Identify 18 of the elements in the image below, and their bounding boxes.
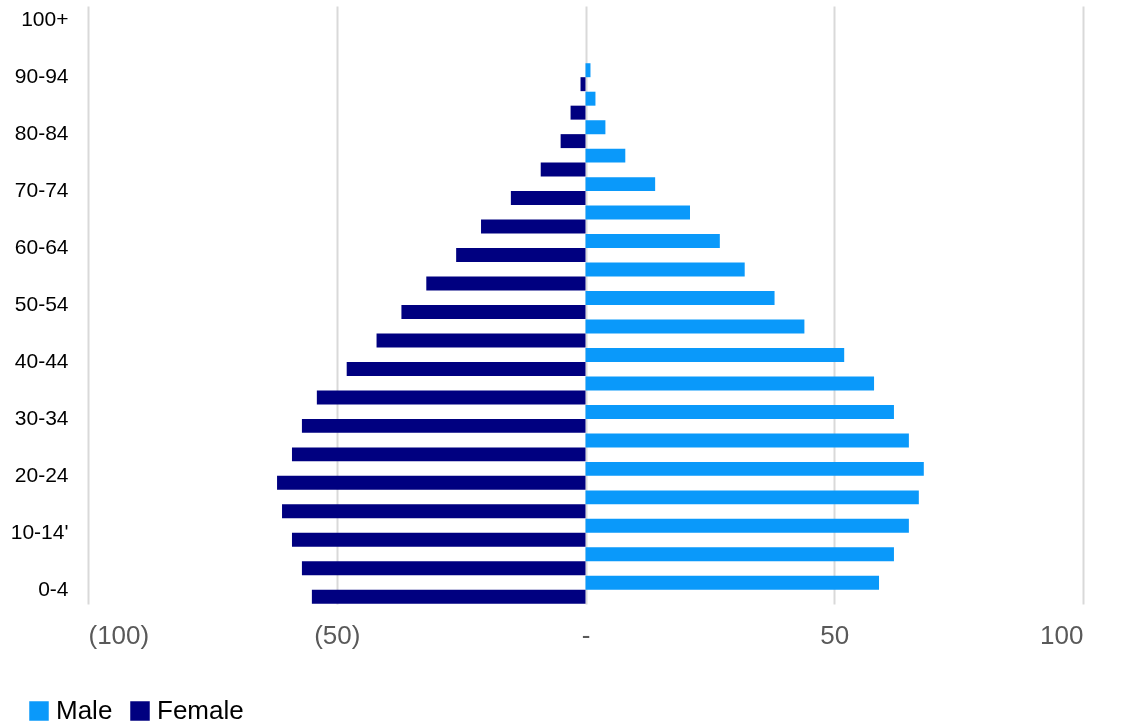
y-tick-label: 10-14' bbox=[10, 519, 69, 543]
x-tick-label: (100) bbox=[88, 619, 150, 650]
y-tick-label: 80-84 bbox=[14, 121, 69, 145]
y-tick-label: 100+ bbox=[21, 7, 69, 31]
y-tick-label: 50-54 bbox=[14, 292, 69, 315]
x-tick-label: 100 bbox=[1040, 619, 1084, 650]
x-tick-label: - bbox=[581, 619, 591, 650]
y-tick-label: 60-64 bbox=[14, 235, 69, 259]
y-tick-label: 0-4 bbox=[38, 576, 69, 600]
y-tick-label: 30-34 bbox=[14, 405, 69, 429]
x-tick-label: (50) bbox=[314, 619, 361, 650]
legend-label: Female bbox=[157, 695, 244, 725]
legend-label: Male bbox=[56, 695, 113, 725]
y-tick-label: 40-44 bbox=[14, 348, 69, 372]
y-tick-label: 90-94 bbox=[14, 64, 69, 88]
x-tick-label: 50 bbox=[820, 619, 850, 650]
y-tick-label: 20-24 bbox=[14, 462, 69, 486]
y-tick-label: 70-74 bbox=[14, 178, 69, 202]
